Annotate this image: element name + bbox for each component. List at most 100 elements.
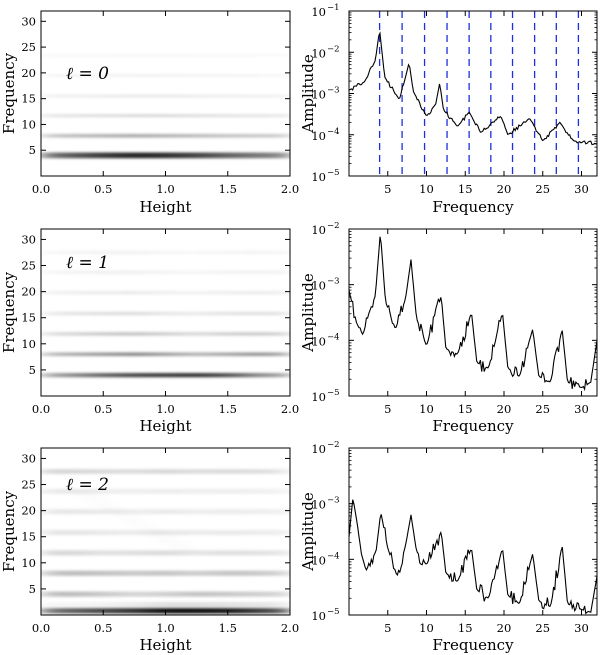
heatmap-cell	[48, 54, 55, 57]
y-tick-label: 25	[21, 259, 36, 273]
heatmap-cell	[144, 591, 153, 597]
heatmap-cell	[55, 74, 62, 77]
x-axis-label: Height	[139, 417, 191, 435]
heatmap-cell	[172, 608, 180, 614]
heatmap-cell	[137, 570, 146, 576]
y-ticks: 10−510−410−310−210−1	[311, 3, 597, 184]
heatmap-cell	[220, 352, 229, 357]
heatmap-cell	[144, 608, 153, 614]
heatmap-band-3	[41, 94, 290, 98]
heatmap-cell	[248, 290, 256, 295]
heatmap-cell	[75, 152, 83, 159]
heatmap-cell	[172, 332, 180, 336]
heatmap-cell	[255, 550, 263, 556]
heatmap-cell	[144, 601, 153, 608]
heatmap-cell	[158, 373, 166, 378]
heatmap-cell	[186, 114, 194, 118]
heatmap-cell	[207, 251, 214, 255]
heatmap-cell	[255, 114, 263, 118]
heatmap-cell	[220, 601, 229, 608]
heatmap-cell	[61, 591, 70, 597]
heatmap-cell	[269, 250, 277, 255]
x-axis-label: Frequency	[432, 417, 514, 435]
heatmap-cell	[283, 74, 290, 77]
heatmap-cell	[68, 570, 77, 576]
heatmap-cell	[227, 373, 236, 378]
heatmap-cell	[41, 352, 49, 357]
heatmap-cell	[207, 550, 215, 556]
heatmap-cell	[68, 352, 77, 357]
y-tick-label: 5	[29, 363, 36, 377]
x-tick-label: 20	[497, 402, 512, 416]
heatmap-cell	[172, 270, 180, 275]
heatmap-cell	[207, 290, 215, 295]
heatmap-band-0	[41, 373, 290, 378]
heatmap-cell	[269, 311, 277, 316]
heatmap-cell	[68, 608, 77, 614]
heatmap-cell	[241, 270, 249, 275]
heatmap-cell	[103, 94, 111, 98]
x-ticks: 5 10 15 20 25 30	[384, 448, 589, 635]
heatmap-l0	[41, 11, 290, 176]
heatmap-cell	[137, 608, 146, 614]
heatmap-cell	[165, 601, 173, 608]
heatmap-cell	[235, 54, 242, 57]
heatmap-cell	[234, 591, 243, 597]
heatmap-cell	[242, 74, 249, 77]
y-tick-label: 10	[311, 129, 326, 143]
heatmap-cell	[48, 602, 55, 607]
heatmap-cell	[207, 529, 215, 536]
heatmap-cell	[213, 352, 222, 357]
heatmap-cell	[137, 250, 146, 255]
heatmap-cell	[234, 290, 243, 295]
heatmap-cell	[41, 550, 49, 556]
heatmap-cell	[41, 529, 49, 536]
heatmap-cell	[89, 73, 97, 77]
heatmap-cell	[158, 509, 166, 515]
heatmap-cell	[269, 332, 277, 336]
heatmap-cell	[137, 352, 146, 357]
heatmap-cell	[110, 608, 118, 614]
heatmap-cell	[82, 509, 90, 515]
heatmap-cell	[151, 488, 160, 494]
heatmap-cell	[61, 94, 70, 98]
heatmap-cell	[55, 251, 62, 255]
heatmap-cell	[193, 591, 201, 597]
heatmap-cell	[130, 332, 139, 336]
heatmap-cell	[110, 373, 118, 378]
panel-l0-spectrum: 5 10 15 20 25 30 10−510−410−310−210−1 Frequen…	[299, 3, 598, 216]
heatmap-cell	[262, 570, 270, 576]
x-ticks: 0.0 0.5 1.0 1.5 2.0	[32, 229, 299, 416]
heatmap-cell	[255, 311, 263, 316]
x-tick-label: 0.0	[32, 182, 50, 196]
heatmap-cell	[262, 133, 270, 138]
heatmap-cell	[220, 73, 229, 77]
heatmap-cell	[186, 73, 194, 77]
heatmap-cell	[179, 251, 186, 255]
heatmap-cell	[75, 550, 83, 556]
y-tick-exponent: −5	[327, 168, 340, 178]
heatmap-cell	[75, 352, 83, 357]
heatmap-cell	[54, 570, 63, 576]
heatmap-cell	[207, 270, 215, 275]
heatmap-cell	[110, 550, 118, 556]
heatmap-cell	[248, 133, 256, 138]
heatmap-streak-1	[77, 488, 192, 554]
heatmap-cell	[283, 114, 290, 118]
heatmap-cell	[220, 114, 229, 118]
heatmap-cell	[82, 332, 90, 336]
heatmap-cell	[269, 608, 277, 614]
heatmap-cell	[151, 591, 160, 597]
panel-label: ℓ = 1	[66, 253, 109, 273]
heatmap-cell	[262, 270, 270, 275]
y-tick-label: 15	[21, 92, 36, 106]
y-tick-label: 20	[21, 285, 36, 299]
heatmap-cell	[165, 550, 173, 556]
heatmap-cell	[186, 509, 194, 515]
heatmap-cell	[68, 270, 77, 275]
heatmap-cell	[165, 352, 173, 357]
heatmap-cell	[124, 311, 132, 316]
heatmap-cell	[262, 529, 270, 536]
x-tick-label: 25	[535, 182, 550, 196]
heatmap-cell	[130, 373, 139, 378]
